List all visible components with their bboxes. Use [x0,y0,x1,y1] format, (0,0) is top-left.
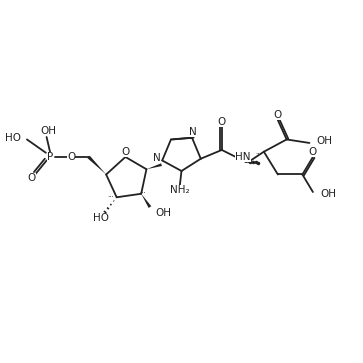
Text: O: O [27,173,36,183]
Text: ···: ··· [255,151,262,157]
Text: O: O [309,147,317,157]
Text: HO: HO [93,213,109,223]
Text: HO: HO [5,133,21,143]
Text: ···: ··· [107,193,114,200]
Text: OH: OH [155,208,171,218]
Text: N: N [153,153,160,163]
Text: O: O [218,117,226,127]
Text: NH₂: NH₂ [170,185,189,195]
Text: ···: ··· [139,190,146,196]
Text: P: P [47,152,53,162]
Polygon shape [87,156,106,175]
Text: O: O [67,152,75,162]
Text: OH: OH [320,189,336,199]
Text: O: O [274,110,282,120]
Polygon shape [146,163,162,169]
Text: O: O [121,147,130,157]
Text: OH: OH [40,126,56,136]
Text: OH: OH [317,136,333,146]
Polygon shape [141,194,151,208]
Text: N: N [189,127,197,137]
Text: HN: HN [235,152,250,162]
